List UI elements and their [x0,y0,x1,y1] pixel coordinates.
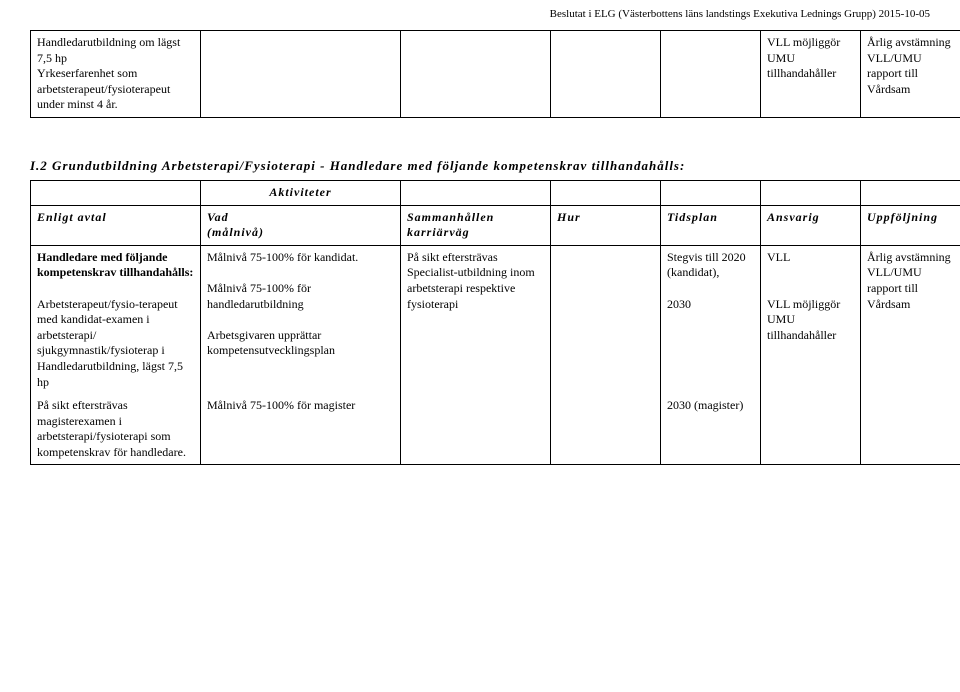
body-row-2: På sikt eftersträvas magisterexamen i ar… [31,394,960,465]
akt-c1 [31,180,201,205]
h-c2: Vad (målnivå) [201,205,401,245]
t1-c2 [201,31,401,118]
top-table: Handledarutbildning om lägst 7,5 hp Yrke… [30,30,960,118]
b1-c2: Målnivå 75-100% för kandidat. Målnivå 75… [201,245,401,394]
b1-c1: Handledare med följande kompetenskrav ti… [31,245,201,394]
h-c1: Enligt avtal [31,205,201,245]
t1-c1: Handledarutbildning om lägst 7,5 hp Yrke… [31,31,201,118]
b2-c3 [401,394,551,465]
page: Beslutat i ELG (Västerbottens läns lands… [0,0,960,692]
b1-c7: Årlig avstämning VLL/UMU rapport till Vå… [861,245,960,394]
body-row-1: Handledare med följande kompetenskrav ti… [31,245,960,394]
b1-c6: VLL VLL möjliggör UMU tillhandahåller [761,245,861,394]
main-table: Aktiviteter Enligt avtal Vad (målnivå) S… [30,180,960,466]
b1-c3: På sikt eftersträvas Specialist-utbildni… [401,245,551,394]
h-c6: Ansvarig [761,205,861,245]
b1-c5: Stegvis till 2020 (kandidat), 2030 [661,245,761,394]
akt-c3 [401,180,551,205]
section-title: I.2 Grundutbildning Arbetsterapi/Fysiote… [30,158,930,174]
b2-c5: 2030 (magister) [661,394,761,465]
header-row: Enligt avtal Vad (målnivå) Sammanhållen … [31,205,960,245]
h-c3: Sammanhållen karriärväg [401,205,551,245]
akt-c4 [551,180,661,205]
header-note: Beslutat i ELG (Västerbottens läns lands… [550,8,930,20]
h-c4: Hur [551,205,661,245]
akt-c7 [861,180,960,205]
t1-c7: Årlig avstämning VLL/UMU rapport till Vå… [861,31,960,118]
h-c5: Tidsplan [661,205,761,245]
h-c7: Uppföljning [861,205,960,245]
t1-c5 [661,31,761,118]
t1-c3 [401,31,551,118]
aktiviteter-row: Aktiviteter [31,180,960,205]
akt-c2: Aktiviteter [201,180,401,205]
b2-c2: Målnivå 75-100% för magister [201,394,401,465]
t1-c4 [551,31,661,118]
akt-c5 [661,180,761,205]
b2-c1: På sikt eftersträvas magisterexamen i ar… [31,394,201,465]
akt-c6 [761,180,861,205]
t1-c6: VLL möjliggör UMU tillhandahåller [761,31,861,118]
b2-c7 [861,394,960,465]
b2-c6 [761,394,861,465]
b2-c4 [551,394,661,465]
b1-c4 [551,245,661,394]
top-table-row: Handledarutbildning om lägst 7,5 hp Yrke… [31,31,960,118]
